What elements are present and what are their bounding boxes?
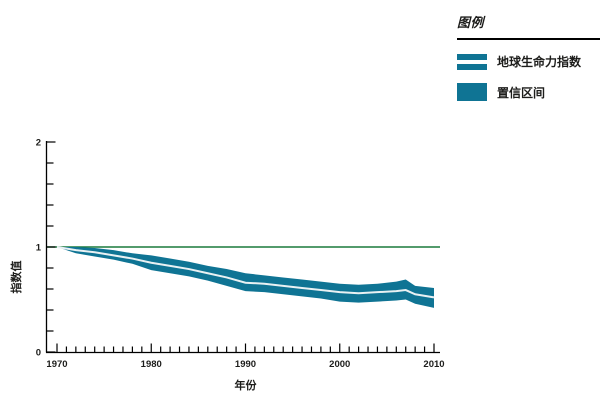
x-tick-label: 1990 bbox=[235, 359, 256, 370]
y-tick-label: 0 bbox=[36, 348, 41, 359]
legend-title: 图例 bbox=[457, 15, 485, 30]
y-tick-label: 1 bbox=[36, 243, 42, 254]
y-tick-label: 2 bbox=[36, 138, 41, 149]
legend-item-lpi: 地球生命力指数 bbox=[457, 53, 603, 70]
legend-divider bbox=[457, 38, 600, 40]
legend-item-label: 置信区间 bbox=[497, 85, 546, 100]
y-axis-title: 指数值 bbox=[9, 261, 23, 294]
x-tick-label: 1970 bbox=[46, 359, 67, 370]
legend-item-ci: 置信区间 bbox=[457, 83, 603, 101]
ci-band-swatch-icon bbox=[457, 83, 487, 101]
lpi-line-swatch-icon bbox=[457, 53, 487, 70]
legend: 图例 地球生命力指数 置信区间 bbox=[457, 12, 603, 101]
lpi-index-line bbox=[56, 246, 435, 299]
x-tick-label: 1980 bbox=[141, 359, 162, 370]
x-tick-label: 2000 bbox=[329, 359, 350, 370]
legend-item-label: 地球生命力指数 bbox=[497, 55, 582, 69]
x-axis-title: 年份 bbox=[235, 378, 258, 392]
x-tick-label: 2010 bbox=[423, 359, 444, 370]
